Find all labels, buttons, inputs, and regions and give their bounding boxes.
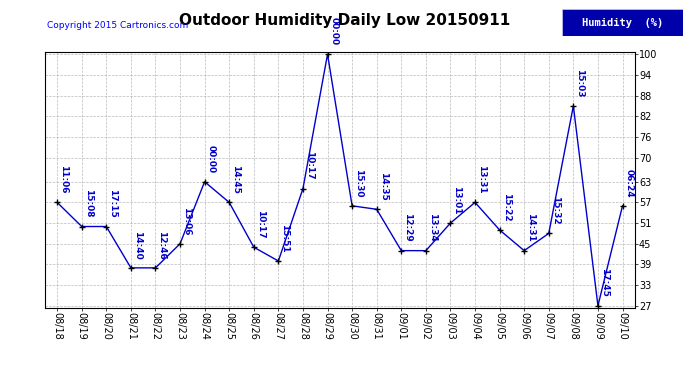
Text: 15:03: 15:03 xyxy=(575,69,584,97)
Text: 15:22: 15:22 xyxy=(502,193,511,221)
Text: 06:24: 06:24 xyxy=(624,169,633,197)
Text: Humidity  (%): Humidity (%) xyxy=(582,18,663,27)
Text: 10:17: 10:17 xyxy=(305,152,314,180)
Text: 15:32: 15:32 xyxy=(551,196,560,225)
Text: 13:06: 13:06 xyxy=(182,207,191,235)
Text: 14:45: 14:45 xyxy=(231,165,240,194)
Text: 00:00: 00:00 xyxy=(206,145,215,173)
Text: 17:15: 17:15 xyxy=(108,189,117,218)
Text: 10:17: 10:17 xyxy=(256,210,265,238)
Text: 00:00: 00:00 xyxy=(330,18,339,46)
Text: 12:29: 12:29 xyxy=(403,213,412,242)
Text: 14:35: 14:35 xyxy=(379,172,388,201)
Text: Copyright 2015 Cartronics.com: Copyright 2015 Cartronics.com xyxy=(47,21,188,30)
Text: 13:31: 13:31 xyxy=(477,165,486,194)
Text: Outdoor Humidity Daily Low 20150911: Outdoor Humidity Daily Low 20150911 xyxy=(179,13,511,28)
Text: 14:31: 14:31 xyxy=(526,213,535,242)
Text: 17:45: 17:45 xyxy=(600,268,609,297)
Text: 15:30: 15:30 xyxy=(354,169,363,197)
Text: 11:06: 11:06 xyxy=(59,165,68,194)
Text: 15:51: 15:51 xyxy=(280,224,289,252)
Text: 14:40: 14:40 xyxy=(133,231,142,259)
Text: 13:01: 13:01 xyxy=(453,186,462,214)
Text: 13:34: 13:34 xyxy=(428,213,437,242)
Text: 12:46: 12:46 xyxy=(157,231,166,259)
Text: 15:08: 15:08 xyxy=(83,189,92,218)
